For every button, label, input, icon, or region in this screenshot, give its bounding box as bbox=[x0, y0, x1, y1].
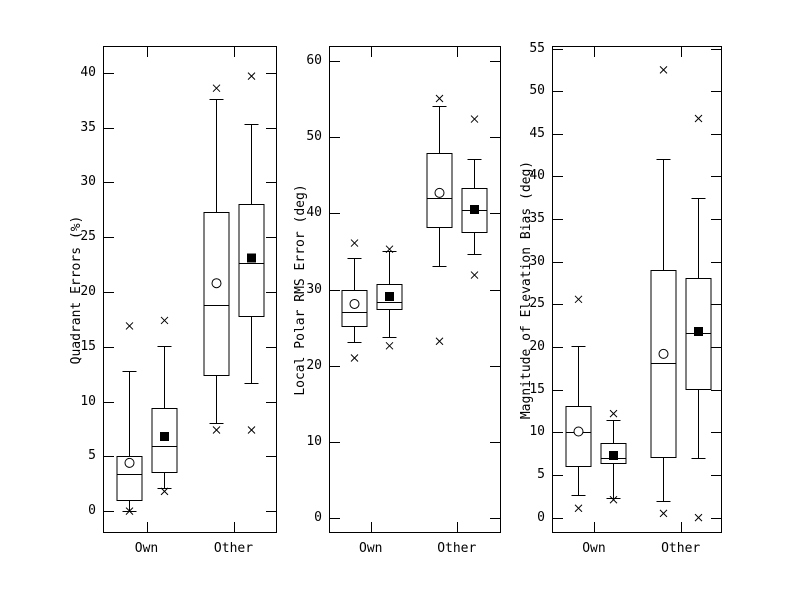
y-tick-label-40: 40 bbox=[80, 64, 96, 80]
mean-square-marker-own-square bbox=[160, 432, 169, 442]
y-tick-label-50: 50 bbox=[306, 129, 322, 145]
mean-circle-marker-other-circle bbox=[434, 187, 445, 198]
outlier-x-mark-own-circle bbox=[350, 239, 359, 247]
outlier-x-mark-own-circle bbox=[125, 322, 134, 330]
x-tick-label-own: Own bbox=[134, 541, 159, 556]
boxplot-panel-quadrant-errors bbox=[103, 46, 277, 533]
outlier-x-mark-own-circle bbox=[574, 295, 583, 304]
y-tick-label-5: 5 bbox=[88, 448, 96, 464]
y-tick-label-15: 15 bbox=[529, 381, 545, 397]
y-tick-label-50: 50 bbox=[529, 83, 545, 99]
x-tick-label-own: Own bbox=[582, 541, 606, 556]
mean-circle-marker-other-circle bbox=[658, 348, 669, 359]
y-tick-label-0: 0 bbox=[537, 509, 545, 525]
outlier-x-mark-own-circle bbox=[350, 354, 359, 362]
outlier-x-mark-own-square bbox=[385, 245, 394, 254]
box-iqr-other-circle bbox=[203, 212, 230, 376]
mean-circle-marker-own-circle bbox=[349, 298, 360, 309]
outlier-x-mark-own-square bbox=[160, 316, 169, 325]
mean-square-marker-own-square bbox=[385, 291, 394, 301]
outlier-x-mark-other-circle bbox=[212, 426, 221, 434]
mean-square-marker-other-square bbox=[694, 327, 703, 337]
y-tick-label-5: 5 bbox=[537, 467, 545, 482]
outlier-x-mark-own-square bbox=[385, 341, 394, 350]
axes-border-magnitude-of-elevation-bias-deg bbox=[552, 46, 722, 533]
y-tick-label-40: 40 bbox=[529, 168, 545, 184]
y-tick-label-30: 30 bbox=[529, 253, 545, 269]
outlier-x-mark-other-circle bbox=[212, 84, 221, 93]
y-tick-label-60: 60 bbox=[306, 53, 322, 69]
mean-square-marker-other-square bbox=[470, 205, 479, 215]
y-tick-label-10: 10 bbox=[529, 424, 545, 440]
x-tick-label-other: Other bbox=[213, 541, 254, 556]
outlier-x-mark-other-circle bbox=[435, 94, 444, 103]
y-tick-label-0: 0 bbox=[314, 509, 322, 525]
x-tick-label-other: Other bbox=[661, 541, 701, 556]
outlier-x-mark-own-circle bbox=[574, 504, 583, 513]
outlier-x-mark-other-square bbox=[470, 271, 479, 279]
outlier-x-mark-other-square bbox=[694, 114, 703, 123]
axes-border-local-polar-rms-error-deg bbox=[329, 46, 501, 533]
y-tick-label-20: 20 bbox=[529, 339, 545, 355]
outlier-x-mark-own-square bbox=[609, 495, 618, 504]
x-tick-label-own: Own bbox=[359, 541, 383, 556]
y-tick-label-0: 0 bbox=[88, 503, 96, 519]
y-tick-label-20: 20 bbox=[306, 357, 322, 373]
boxplot-panel-magnitude-of-elevation-bias-deg bbox=[552, 46, 722, 533]
y-tick-label-25: 25 bbox=[80, 229, 96, 245]
y-tick-label-30: 30 bbox=[80, 174, 96, 190]
y-tick-label-35: 35 bbox=[529, 211, 545, 227]
outlier-x-mark-other-square bbox=[694, 513, 703, 522]
boxplot-panel-local-polar-rms-error-deg bbox=[329, 46, 501, 533]
outlier-x-mark-own-square bbox=[160, 487, 169, 496]
y-tick-label-40: 40 bbox=[306, 205, 322, 221]
outlier-x-mark-other-circle bbox=[659, 509, 668, 518]
y-tick-label-20: 20 bbox=[80, 283, 96, 299]
outlier-x-mark-other-circle bbox=[659, 66, 668, 74]
x-tick-label-other: Other bbox=[437, 541, 477, 556]
y-tick-label-10: 10 bbox=[306, 433, 322, 449]
outlier-x-mark-other-square bbox=[247, 426, 256, 434]
outlier-x-mark-own-circle bbox=[125, 507, 134, 515]
mean-square-marker-other-square bbox=[247, 253, 256, 263]
axes-border-quadrant-errors bbox=[103, 46, 277, 533]
y-tick-label-10: 10 bbox=[80, 393, 96, 409]
y-tick-label-35: 35 bbox=[80, 119, 96, 135]
outlier-x-mark-other-square bbox=[247, 72, 256, 80]
y-tick-label-55: 55 bbox=[529, 40, 545, 56]
y-tick-label-30: 30 bbox=[306, 281, 322, 297]
y-tick-label-25: 25 bbox=[529, 296, 545, 312]
mean-circle-marker-own-circle bbox=[573, 426, 584, 437]
outlier-x-mark-other-square bbox=[470, 115, 479, 123]
mean-circle-marker-own-circle bbox=[124, 457, 135, 468]
y-tick-label-45: 45 bbox=[529, 125, 545, 141]
mean-square-marker-own-square bbox=[609, 450, 618, 460]
outlier-x-mark-own-square bbox=[609, 409, 618, 418]
outlier-x-mark-other-circle bbox=[435, 337, 444, 346]
y-tick-label-15: 15 bbox=[80, 338, 96, 354]
mean-circle-marker-other-circle bbox=[211, 278, 222, 289]
